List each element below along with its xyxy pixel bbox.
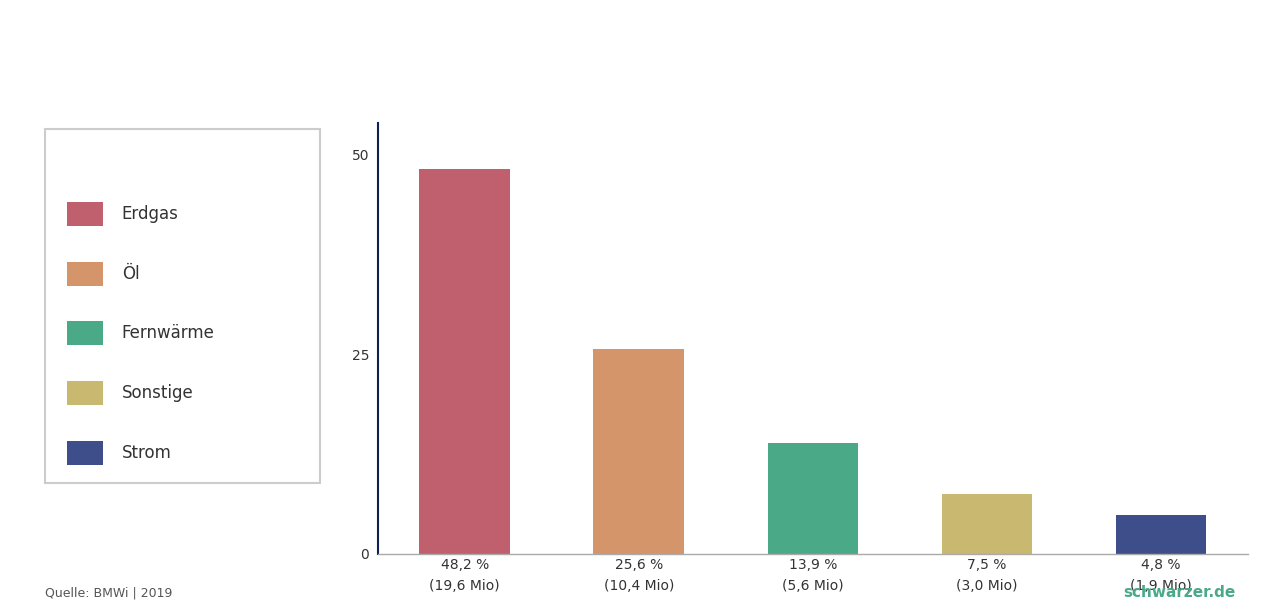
Text: Erdgas: Erdgas	[122, 205, 179, 223]
Bar	[67, 261, 102, 285]
Bar	[67, 202, 102, 226]
Bar	[67, 381, 102, 405]
Bar	[594, 349, 684, 554]
Bar	[420, 169, 509, 554]
Text: Fernwärme: Fernwärme	[122, 324, 215, 343]
Bar	[1116, 515, 1206, 554]
Bar	[942, 494, 1032, 554]
Text: ENERGIETRÄGER: ENERGIETRÄGER	[73, 149, 202, 164]
Text: Quelle: BMWi | 2019: Quelle: BMWi | 2019	[45, 587, 173, 600]
Text: ENERGIETRÄGER GESAMT: 40,6 MIO.: ENERGIETRÄGER GESAMT: 40,6 MIO.	[399, 88, 740, 108]
Text: Strom: Strom	[122, 444, 172, 462]
Text: Sonstige: Sonstige	[122, 384, 193, 402]
Bar	[67, 322, 102, 345]
Bar	[768, 443, 858, 554]
Text: schwarzer.de: schwarzer.de	[1123, 585, 1235, 600]
Bar	[67, 441, 102, 465]
Text: Fast jede zweite deutsche Wohnung wird mit Erdgas beheizt: Fast jede zweite deutsche Wohnung wird m…	[389, 82, 891, 100]
Text: Erdgas ist bundesweit Energieträger Nr. 1 für ein warmes Zuhause: Erdgas ist bundesweit Energieträger Nr. …	[91, 30, 1189, 57]
Text: Öl: Öl	[122, 264, 140, 283]
